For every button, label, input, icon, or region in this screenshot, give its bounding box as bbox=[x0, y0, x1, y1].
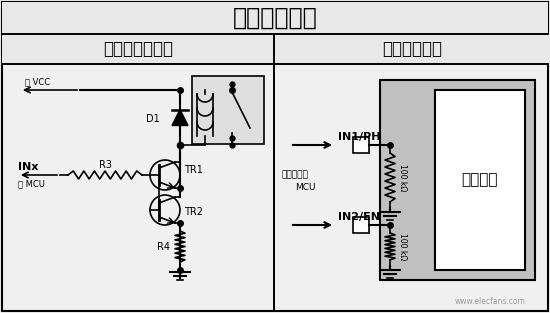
Text: 至 VCC: 至 VCC bbox=[25, 78, 50, 86]
Text: 数字控制接口: 数字控制接口 bbox=[233, 6, 317, 30]
Bar bbox=[435, 90, 525, 270]
Bar bbox=[2, 34, 274, 64]
Bar bbox=[353, 217, 369, 233]
Bar bbox=[2, 2, 548, 34]
Text: 直接连接到: 直接连接到 bbox=[282, 171, 309, 179]
Bar bbox=[274, 34, 550, 64]
Bar bbox=[353, 137, 369, 153]
Text: 100 kΩ: 100 kΩ bbox=[398, 233, 407, 260]
Text: 至 MCU: 至 MCU bbox=[18, 179, 45, 188]
Text: IN1/PH: IN1/PH bbox=[338, 132, 381, 142]
Text: www.elecfans.com: www.elecfans.com bbox=[454, 297, 525, 306]
Text: INx: INx bbox=[18, 162, 38, 172]
Polygon shape bbox=[172, 110, 188, 126]
Text: 固态解决方案: 固态解决方案 bbox=[382, 40, 442, 58]
Text: MCU: MCU bbox=[295, 183, 316, 192]
Text: D1: D1 bbox=[146, 115, 160, 125]
Text: IN2/EN: IN2/EN bbox=[338, 212, 380, 222]
Text: 100 kΩ: 100 kΩ bbox=[398, 164, 407, 191]
Text: 数字内核: 数字内核 bbox=[462, 172, 498, 187]
Bar bbox=[192, 76, 264, 144]
Text: TR2: TR2 bbox=[184, 207, 203, 217]
Text: TR1: TR1 bbox=[184, 165, 203, 175]
Bar bbox=[380, 80, 535, 280]
Text: R3: R3 bbox=[98, 160, 112, 170]
Text: R4: R4 bbox=[157, 242, 170, 252]
Text: 继电器解决方案: 继电器解决方案 bbox=[103, 40, 173, 58]
